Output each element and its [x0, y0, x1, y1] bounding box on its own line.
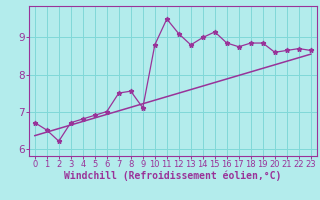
X-axis label: Windchill (Refroidissement éolien,°C): Windchill (Refroidissement éolien,°C) — [64, 171, 282, 181]
